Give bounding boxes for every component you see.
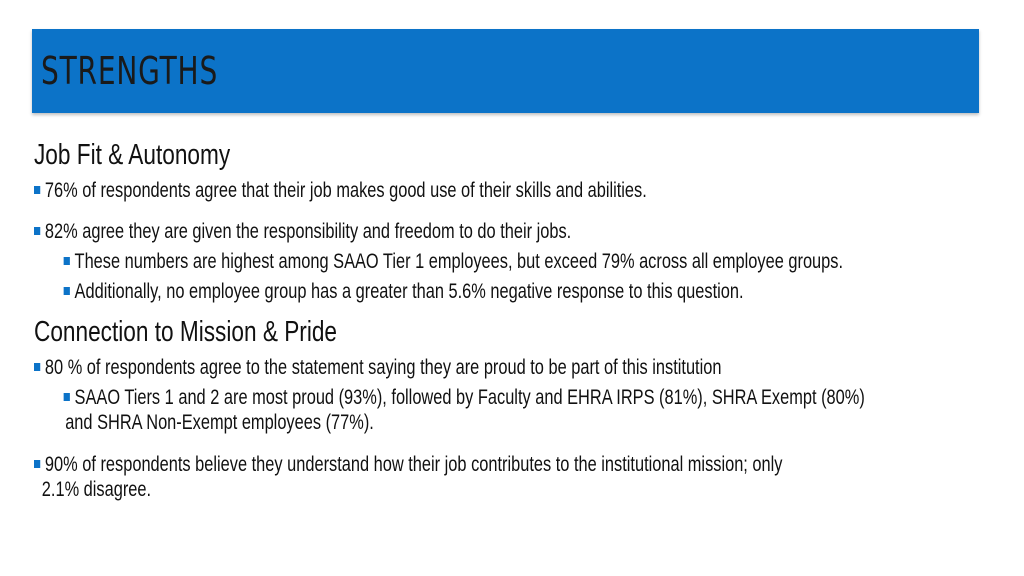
square-bullet-icon xyxy=(34,227,41,235)
sub-bullet-item: SAAO Tiers 1 and 2 are most proud (93%),… xyxy=(34,385,865,411)
bullet-text: 82% agree they are given the responsibil… xyxy=(44,220,572,243)
bullet-item: 82% agree they are given the responsibil… xyxy=(34,219,795,245)
bullet-continuation: 2.1% disagree. xyxy=(34,477,795,503)
bullet-text: 90% of respondents believe they understa… xyxy=(44,453,783,476)
square-bullet-icon xyxy=(34,460,41,468)
slide-title: STRENGTHS xyxy=(41,49,219,93)
sub-bullet-text: Additionally, no employee group has a gr… xyxy=(74,280,744,303)
square-bullet-icon xyxy=(63,287,70,295)
square-bullet-icon xyxy=(34,363,41,371)
slide-content: Job Fit & Autonomy 76% of respondents ag… xyxy=(34,136,1009,503)
section-heading-mission: Connection to Mission & Pride xyxy=(34,316,338,348)
bullet-item: 76% of respondents agree that their job … xyxy=(34,178,795,204)
bullet-text: 2.1% disagree. xyxy=(41,478,152,501)
sub-bullet-text: These numbers are highest among SAAO Tie… xyxy=(74,250,844,273)
square-bullet-icon xyxy=(34,186,41,194)
sub-bullet-continuation: and SHRA Non-Exempt employees (77%). xyxy=(34,410,795,436)
bullet-item: 80 % of respondents agree to the stateme… xyxy=(34,355,795,381)
title-bar: STRENGTHS xyxy=(32,29,979,113)
bullet-item: 90% of respondents believe they understa… xyxy=(34,452,795,478)
bullet-text: 76% of respondents agree that their job … xyxy=(44,179,647,202)
sub-bullet-text: SAAO Tiers 1 and 2 are most proud (93%),… xyxy=(74,386,865,409)
sub-bullet-text: and SHRA Non-Exempt employees (77%). xyxy=(65,411,374,434)
square-bullet-icon xyxy=(63,257,70,265)
bullet-text: 80 % of respondents agree to the stateme… xyxy=(44,356,722,379)
sub-bullet-item: Additionally, no employee group has a gr… xyxy=(34,279,795,305)
square-bullet-icon xyxy=(63,393,70,401)
sub-bullet-item: These numbers are highest among SAAO Tie… xyxy=(34,249,843,275)
section-heading-job-fit: Job Fit & Autonomy xyxy=(34,139,231,171)
